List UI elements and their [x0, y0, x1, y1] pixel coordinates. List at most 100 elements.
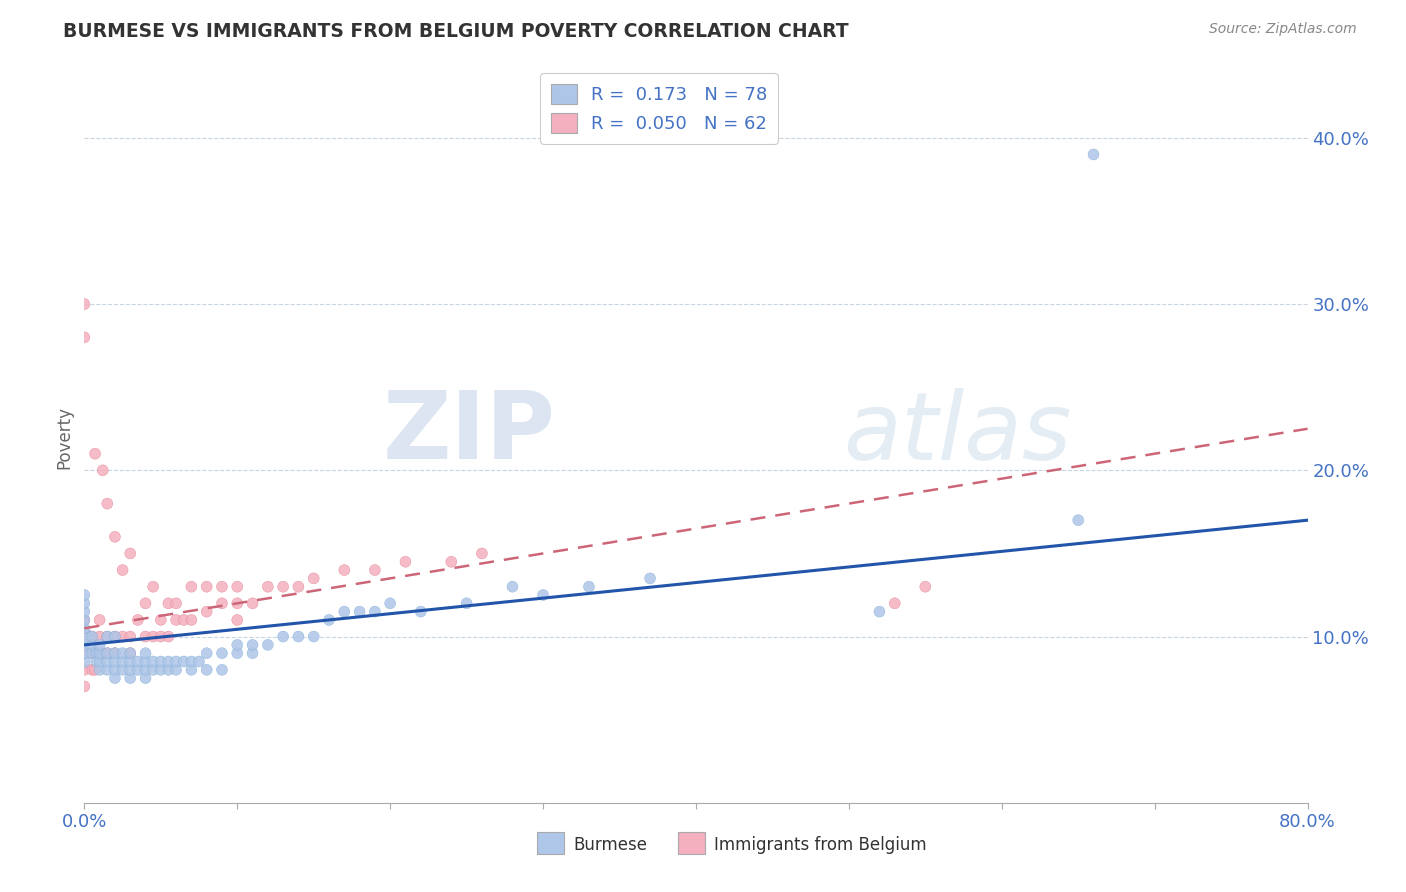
Point: [180, 663, 202, 677]
Point: [120, 663, 142, 677]
Point: [111, 655, 134, 669]
Text: Burmese: Burmese: [574, 836, 648, 855]
Point: [242, 638, 264, 652]
Point: [73, 663, 96, 677]
Point: [165, 655, 187, 669]
Point: [226, 613, 249, 627]
Point: [333, 605, 356, 619]
Point: [1083, 147, 1105, 161]
Point: [226, 596, 249, 610]
FancyBboxPatch shape: [678, 832, 704, 854]
Point: [440, 555, 463, 569]
Point: [96, 655, 118, 669]
Point: [142, 663, 165, 677]
Point: [135, 630, 157, 644]
Point: [502, 580, 524, 594]
Point: [89, 646, 111, 660]
Point: [531, 588, 554, 602]
Point: [96, 646, 118, 660]
Point: [89, 663, 111, 677]
Point: [195, 605, 218, 619]
Point: [80, 646, 103, 660]
Point: [96, 663, 118, 677]
Point: [271, 580, 294, 594]
Point: [89, 630, 111, 644]
Point: [89, 613, 111, 627]
Point: [73, 613, 96, 627]
Point: [157, 655, 180, 669]
Point: [91, 463, 114, 477]
Text: ZIP: ZIP: [382, 387, 555, 479]
Point: [89, 655, 111, 669]
Point: [96, 630, 118, 644]
Point: [135, 655, 157, 669]
Point: [73, 630, 96, 644]
Point: [80, 663, 103, 677]
Point: [165, 613, 187, 627]
FancyBboxPatch shape: [537, 832, 564, 854]
Point: [135, 646, 157, 660]
Point: [73, 605, 96, 619]
Point: [226, 580, 249, 594]
Point: [173, 655, 195, 669]
Point: [409, 605, 432, 619]
Point: [149, 655, 172, 669]
Point: [883, 596, 905, 610]
Point: [111, 663, 134, 677]
Point: [96, 646, 118, 660]
Point: [456, 596, 478, 610]
Point: [157, 596, 180, 610]
Point: [135, 596, 157, 610]
Point: [73, 655, 96, 669]
Point: [394, 555, 416, 569]
Point: [73, 630, 96, 644]
Point: [111, 646, 134, 660]
Point: [73, 297, 96, 311]
Y-axis label: Poverty: Poverty: [55, 406, 73, 468]
Point: [120, 655, 142, 669]
Point: [226, 646, 249, 660]
Point: [104, 646, 127, 660]
Point: [80, 630, 103, 644]
Point: [73, 613, 96, 627]
Point: [89, 638, 111, 652]
Point: [333, 563, 356, 577]
Point: [869, 605, 891, 619]
Point: [318, 613, 340, 627]
Point: [73, 330, 96, 344]
Point: [104, 646, 127, 660]
Point: [242, 646, 264, 660]
Point: [120, 671, 142, 685]
Point: [96, 630, 118, 644]
Point: [1067, 513, 1090, 527]
Point: [84, 663, 107, 677]
Point: [96, 497, 118, 511]
Point: [914, 580, 936, 594]
Point: [73, 646, 96, 660]
Point: [149, 630, 172, 644]
Text: BURMESE VS IMMIGRANTS FROM BELGIUM POVERTY CORRELATION CHART: BURMESE VS IMMIGRANTS FROM BELGIUM POVER…: [63, 22, 849, 41]
Point: [127, 663, 149, 677]
Point: [195, 663, 218, 677]
Point: [120, 646, 142, 660]
Point: [142, 630, 165, 644]
Point: [349, 605, 371, 619]
Point: [211, 580, 233, 594]
Point: [91, 646, 114, 660]
Point: [165, 663, 187, 677]
Text: Immigrants from Belgium: Immigrants from Belgium: [714, 836, 927, 855]
Point: [188, 655, 211, 669]
Point: [73, 638, 96, 652]
Point: [195, 646, 218, 660]
Point: [180, 613, 202, 627]
Point: [165, 596, 187, 610]
Point: [211, 663, 233, 677]
Point: [195, 580, 218, 594]
Point: [135, 671, 157, 685]
Point: [111, 563, 134, 577]
Point: [287, 580, 309, 594]
Point: [111, 630, 134, 644]
Point: [73, 588, 96, 602]
Point: [104, 671, 127, 685]
Point: [142, 655, 165, 669]
